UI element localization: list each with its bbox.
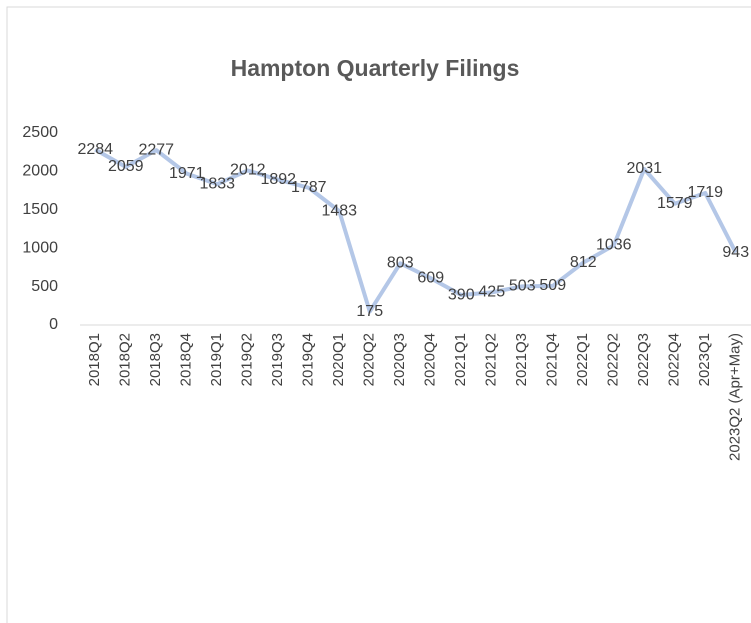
- data-label: 425: [478, 284, 505, 301]
- x-tick-label: 2022Q1: [574, 333, 591, 386]
- data-label: 2012: [230, 162, 266, 179]
- x-tick-label: 2020Q1: [330, 333, 347, 386]
- x-tick-label: 2018Q3: [147, 333, 164, 386]
- data-label: 1892: [260, 171, 296, 188]
- x-tick-label: 2021Q1: [452, 333, 469, 386]
- x-tick-label: 2020Q2: [361, 333, 378, 386]
- x-tick-label: 2020Q4: [422, 333, 439, 386]
- x-tick-label: 2019Q3: [269, 333, 286, 386]
- data-label: 2059: [108, 158, 144, 175]
- x-tick-label: 2023Q2 (Apr+May): [727, 333, 744, 461]
- data-label: 509: [539, 277, 566, 294]
- data-label: 2277: [138, 141, 174, 158]
- data-label: 175: [356, 303, 383, 320]
- data-label: 1833: [199, 175, 235, 192]
- x-tick-label: 2021Q3: [513, 333, 530, 386]
- chart-title: Hampton Quarterly Filings: [231, 55, 520, 81]
- data-label: 1971: [169, 165, 205, 182]
- x-tick-label: 2022Q4: [666, 333, 683, 386]
- data-label: 1579: [657, 195, 693, 212]
- x-tick-label: 2018Q2: [117, 333, 134, 386]
- x-tick-label: 2022Q2: [605, 333, 622, 386]
- x-tick-label: 2021Q2: [483, 333, 500, 386]
- x-tick-label: 2018Q1: [86, 333, 103, 386]
- x-tick-label: 2019Q2: [239, 333, 256, 386]
- chart-frame: [6, 6, 751, 623]
- data-label: 812: [570, 254, 597, 271]
- data-label: 1719: [687, 184, 723, 201]
- x-tick-label: 2021Q4: [544, 333, 561, 386]
- line-series: [94, 147, 738, 314]
- data-label: 503: [509, 278, 536, 295]
- data-label: 2284: [77, 141, 113, 158]
- data-label: 390: [448, 286, 475, 303]
- x-tick-label: 2019Q4: [300, 333, 317, 386]
- x-tick-label: 2018Q4: [178, 333, 195, 386]
- y-tick-label: 1500: [22, 201, 58, 218]
- y-tick-label: 2000: [22, 163, 58, 180]
- x-tick-label: 2019Q1: [208, 333, 225, 386]
- data-label: 2031: [626, 160, 662, 177]
- data-label: 1036: [596, 237, 632, 254]
- data-label: 1483: [321, 202, 357, 219]
- y-tick-label: 1000: [22, 239, 58, 256]
- x-tick-label: 2022Q3: [635, 333, 652, 386]
- data-label: 803: [387, 255, 414, 272]
- x-tick-label: 2023Q1: [696, 333, 713, 386]
- data-label: 609: [417, 269, 444, 286]
- data-label: 1787: [291, 179, 327, 196]
- y-tick-label: 2500: [22, 124, 58, 141]
- x-tick-label: 2020Q3: [391, 333, 408, 386]
- y-tick-label: 0: [49, 316, 58, 333]
- y-tick-label: 500: [31, 278, 58, 295]
- data-label: 943: [722, 244, 749, 261]
